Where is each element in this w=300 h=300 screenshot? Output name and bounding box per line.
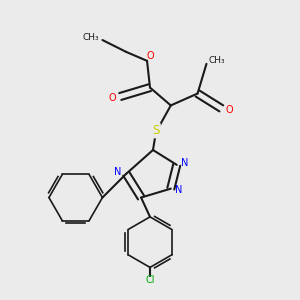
- Text: O: O: [146, 51, 154, 62]
- Text: CH₃: CH₃: [208, 56, 225, 65]
- Text: O: O: [108, 93, 116, 103]
- Text: N: N: [114, 167, 122, 177]
- Text: N: N: [182, 158, 189, 168]
- Text: Cl: Cl: [145, 275, 155, 285]
- Text: N: N: [176, 185, 183, 195]
- Text: O: O: [226, 105, 233, 115]
- Text: S: S: [152, 124, 160, 137]
- Text: CH₃: CH₃: [82, 33, 99, 42]
